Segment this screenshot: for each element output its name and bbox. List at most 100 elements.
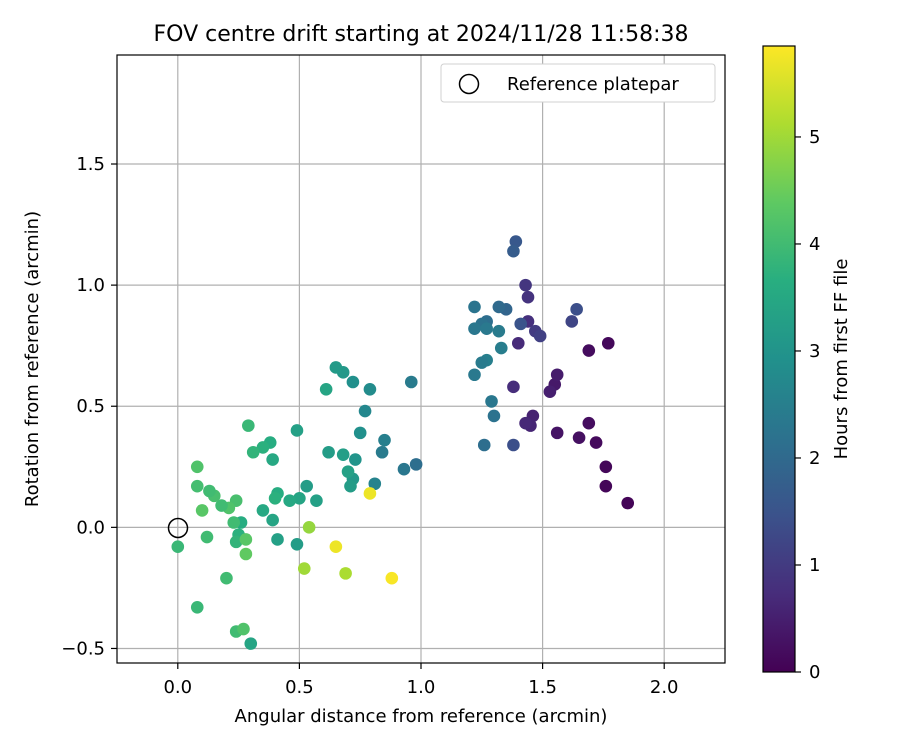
data-point <box>468 300 481 314</box>
colorbar-tick-label: 1 <box>809 555 820 576</box>
data-point <box>519 278 532 292</box>
data-point <box>339 567 352 580</box>
data-point <box>246 445 260 459</box>
legend: Reference platepar <box>440 63 716 103</box>
data-point <box>397 462 411 476</box>
data-point <box>565 315 579 328</box>
y-tick-label: 0.0 <box>76 517 105 538</box>
data-point <box>310 494 323 508</box>
data-point <box>487 409 501 423</box>
data-point <box>290 538 304 551</box>
colorbar-tick-label: 2 <box>809 448 820 469</box>
data-point <box>237 622 250 636</box>
data-point <box>302 521 316 534</box>
data-point <box>507 244 520 258</box>
data-point <box>480 322 493 336</box>
colorbar: 0 1 2 3 4 5 Hours from first FF file <box>762 45 852 683</box>
data-point <box>378 433 391 447</box>
data-point <box>582 344 596 357</box>
colorbar-gradient <box>762 45 796 673</box>
data-point <box>511 336 525 350</box>
data-point <box>572 431 586 445</box>
data-point <box>190 460 204 474</box>
data-point <box>266 513 279 527</box>
data-point <box>329 540 343 554</box>
data-point <box>297 562 311 575</box>
data-point <box>283 494 296 508</box>
data-point <box>358 404 372 418</box>
x-tick-label: 0.0 <box>163 677 192 698</box>
data-point <box>550 368 564 382</box>
reference-platepar-marker <box>167 517 189 539</box>
chart-title: FOV centre drift starting at 2024/11/28 … <box>154 22 689 47</box>
data-point <box>256 504 270 517</box>
x-axis-label: Angular distance from reference (arcmin) <box>235 706 608 727</box>
y-tick-label: 1.0 <box>76 275 105 296</box>
data-point <box>468 368 481 382</box>
data-point <box>519 416 532 430</box>
x-tick-label: 0.5 <box>285 677 314 698</box>
data-point <box>266 453 279 466</box>
data-point <box>190 600 204 614</box>
data-point <box>509 235 523 248</box>
data-point <box>375 445 389 459</box>
legend-reference-marker-icon <box>458 73 480 95</box>
data-point <box>329 361 343 374</box>
data-point <box>385 571 399 585</box>
data-point <box>227 516 241 529</box>
data-point <box>494 341 508 355</box>
data-point <box>550 426 564 440</box>
data-point <box>271 533 284 546</box>
data-point <box>341 465 355 478</box>
data-point <box>319 382 333 396</box>
data-point <box>363 487 377 500</box>
data-point <box>409 458 423 471</box>
data-point <box>244 637 258 650</box>
colorbar-tick-label: 3 <box>809 341 820 362</box>
data-point <box>322 445 335 459</box>
data-point <box>621 496 635 510</box>
data-point <box>346 375 360 389</box>
data-point <box>533 329 547 343</box>
data-point <box>195 504 209 517</box>
data-points <box>171 235 635 650</box>
y-tick-label: 1.5 <box>76 154 105 175</box>
data-point <box>582 416 596 430</box>
data-point <box>344 479 357 493</box>
colorbar-tick-label: 5 <box>809 127 820 148</box>
data-point <box>368 477 382 491</box>
colorbar-tick-label: 0 <box>809 662 820 683</box>
colorbar-tick-label: 4 <box>809 234 820 255</box>
data-point <box>521 290 535 304</box>
data-point <box>239 547 253 561</box>
data-point <box>239 533 253 546</box>
colorbar-label: Hours from first FF file <box>831 259 852 460</box>
data-point <box>171 540 185 554</box>
data-point <box>203 484 216 498</box>
data-point <box>256 441 270 454</box>
data-point <box>492 300 506 314</box>
colorbar-ticks: 0 1 2 3 4 5 <box>795 127 820 683</box>
legend-box <box>440 63 716 103</box>
data-point <box>570 303 583 316</box>
data-point <box>290 424 304 437</box>
data-point <box>468 322 481 336</box>
data-point <box>601 336 615 350</box>
data-point <box>229 535 243 549</box>
data-point <box>477 438 491 452</box>
data-point <box>215 499 228 512</box>
data-point <box>507 438 520 452</box>
y-tick-label: 0.5 <box>76 396 105 417</box>
x-tick-label: 1.5 <box>528 677 557 698</box>
data-point <box>190 479 204 493</box>
data-point <box>363 382 377 396</box>
data-point <box>492 324 506 338</box>
data-point <box>599 479 613 493</box>
grid-lines <box>117 55 725 663</box>
data-point <box>404 375 418 389</box>
data-point <box>353 426 367 440</box>
x-tick-label: 1.0 <box>407 677 436 698</box>
data-point <box>300 479 313 493</box>
y-axis-ticks: −0.5 0.0 0.5 1.0 1.5 <box>61 154 117 659</box>
